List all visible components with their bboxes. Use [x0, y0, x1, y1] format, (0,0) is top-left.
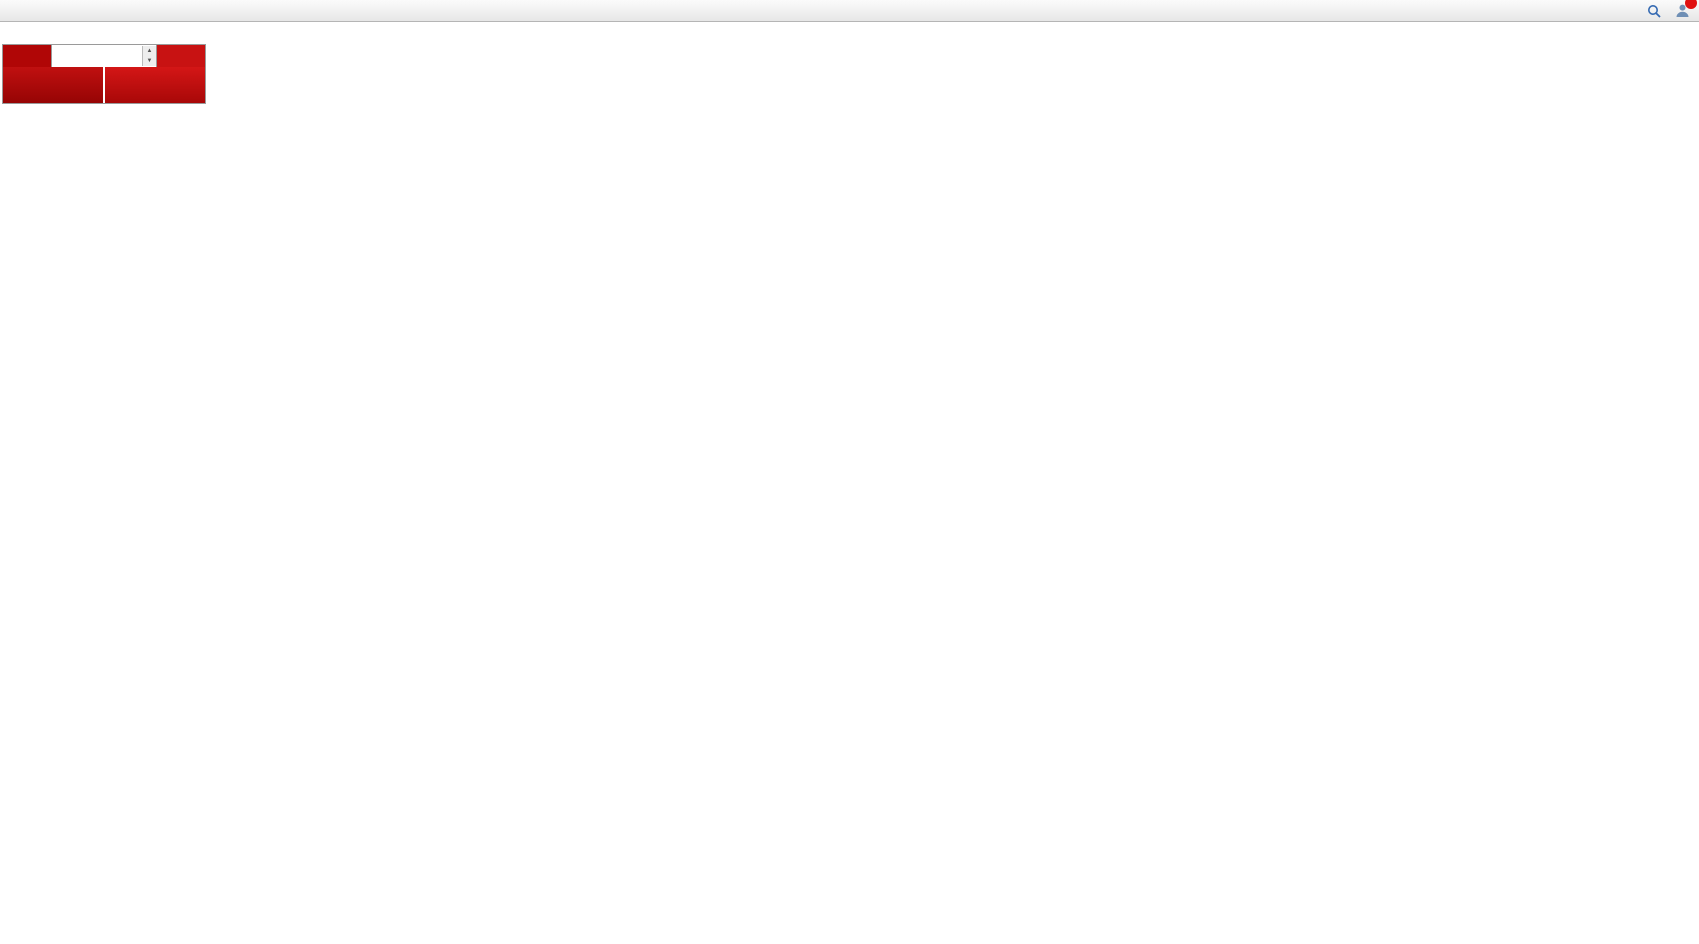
volume-box: ▲ ▼	[51, 45, 157, 67]
notification-badge[interactable]	[1685, 0, 1697, 9]
one-click-trading-widget: ▲ ▼	[2, 44, 206, 104]
profile-icon[interactable]	[1671, 0, 1697, 21]
volume-down-icon[interactable]: ▼	[143, 56, 156, 66]
sell-price-button[interactable]	[3, 67, 103, 103]
sell-button[interactable]	[3, 45, 51, 67]
buy-price-button[interactable]	[105, 67, 205, 103]
volume-input[interactable]	[52, 48, 142, 64]
buy-button[interactable]	[157, 45, 205, 67]
search-icon[interactable]	[1643, 1, 1665, 21]
toolbar-right	[1643, 0, 1697, 21]
chart-canvas[interactable]	[0, 22, 1699, 944]
volume-stepper[interactable]: ▲ ▼	[142, 46, 156, 66]
toolbar	[0, 0, 1699, 22]
volume-up-icon[interactable]: ▲	[143, 46, 156, 56]
